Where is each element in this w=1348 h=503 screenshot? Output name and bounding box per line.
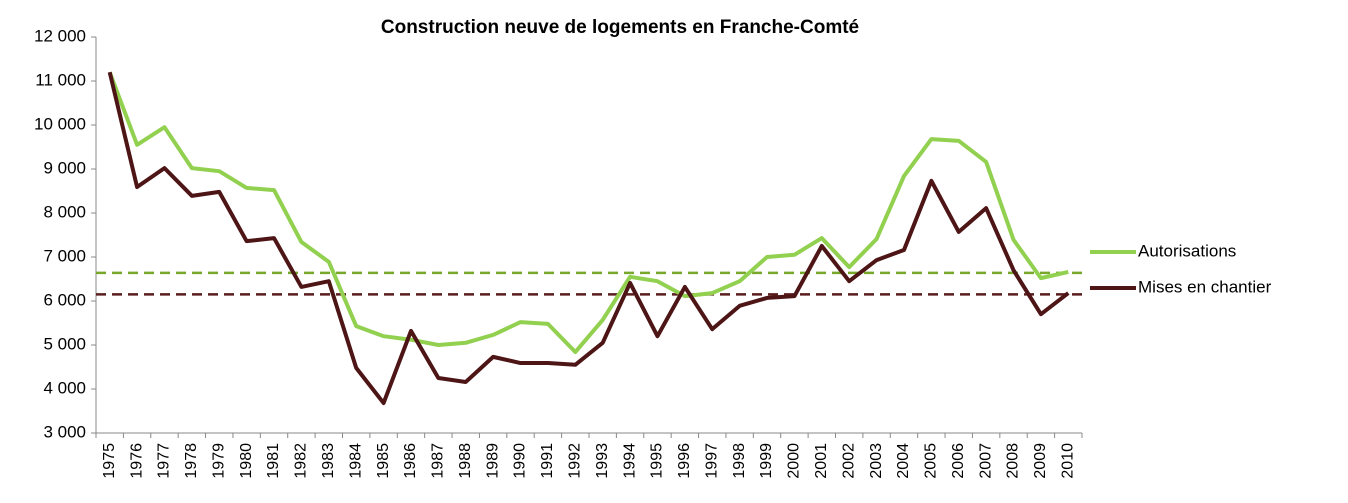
chart-title: Construction neuve de logements en Franc…	[381, 17, 859, 38]
series-line	[107, 71, 1070, 406]
x-tick-label: 2009	[1032, 443, 1049, 479]
x-tick-label: 1980	[238, 443, 255, 479]
x-tick-label: 1984	[347, 443, 364, 479]
y-tick-label: 8 000	[43, 202, 86, 221]
x-tick-label: 2005	[923, 443, 940, 479]
x-tick-label: 1987	[430, 443, 447, 479]
y-tick-label: 4 000	[43, 378, 86, 397]
x-tick-label: 1995	[649, 443, 666, 479]
x-tick-label: 1978	[183, 443, 200, 479]
x-tick-label: 1982	[293, 443, 310, 479]
x-tick-label: 1997	[703, 443, 720, 479]
x-tick-label: 1992	[567, 443, 584, 479]
y-tick-label: 3 000	[43, 422, 86, 441]
x-tick-label: 1989	[484, 443, 501, 479]
y-tick-label: 11 000	[35, 70, 86, 89]
legend-label: Autorisations	[1138, 241, 1236, 260]
x-tick-label: 2006	[950, 443, 967, 479]
x-tick-label: 2008	[1005, 443, 1022, 479]
x-tick-label: 1991	[539, 443, 556, 479]
x-tick-label: 1979	[210, 443, 227, 479]
x-tick-label: 1993	[594, 443, 611, 479]
x-tick-label: 2003	[868, 443, 885, 479]
series-line	[107, 71, 1069, 355]
x-tick-label: 2010	[1060, 443, 1077, 479]
y-tick-label: 12 000	[34, 26, 86, 45]
x-tick-label: 1977	[156, 443, 173, 479]
y-tick-label: 9 000	[43, 158, 86, 177]
legend-label: Mises en chantier	[1138, 277, 1272, 296]
y-tick-label: 7 000	[43, 246, 86, 265]
x-tick-label: 1998	[731, 443, 748, 479]
y-tick-label: 6 000	[43, 290, 86, 309]
x-tick-label: 1986	[402, 443, 419, 479]
x-tick-label: 1975	[101, 443, 118, 479]
x-tick-label: 1988	[457, 443, 474, 479]
y-tick-label: 10 000	[34, 114, 86, 133]
x-tick-label: 1985	[375, 443, 392, 479]
x-tick-label: 1990	[512, 443, 529, 479]
x-tick-label: 1976	[128, 443, 145, 479]
x-tick-label: 1983	[320, 443, 337, 479]
x-tick-label: 2007	[977, 443, 994, 479]
x-tick-label: 2000	[786, 443, 803, 479]
x-tick-label: 2002	[840, 443, 857, 479]
y-tick-label: 5 000	[43, 334, 86, 353]
x-tick-label: 1994	[621, 443, 638, 479]
x-tick-label: 1981	[265, 443, 282, 479]
x-tick-label: 2004	[895, 443, 912, 479]
x-tick-label: 1996	[676, 443, 693, 479]
x-tick-label: 2001	[813, 443, 830, 479]
x-tick-label: 1999	[758, 443, 775, 479]
